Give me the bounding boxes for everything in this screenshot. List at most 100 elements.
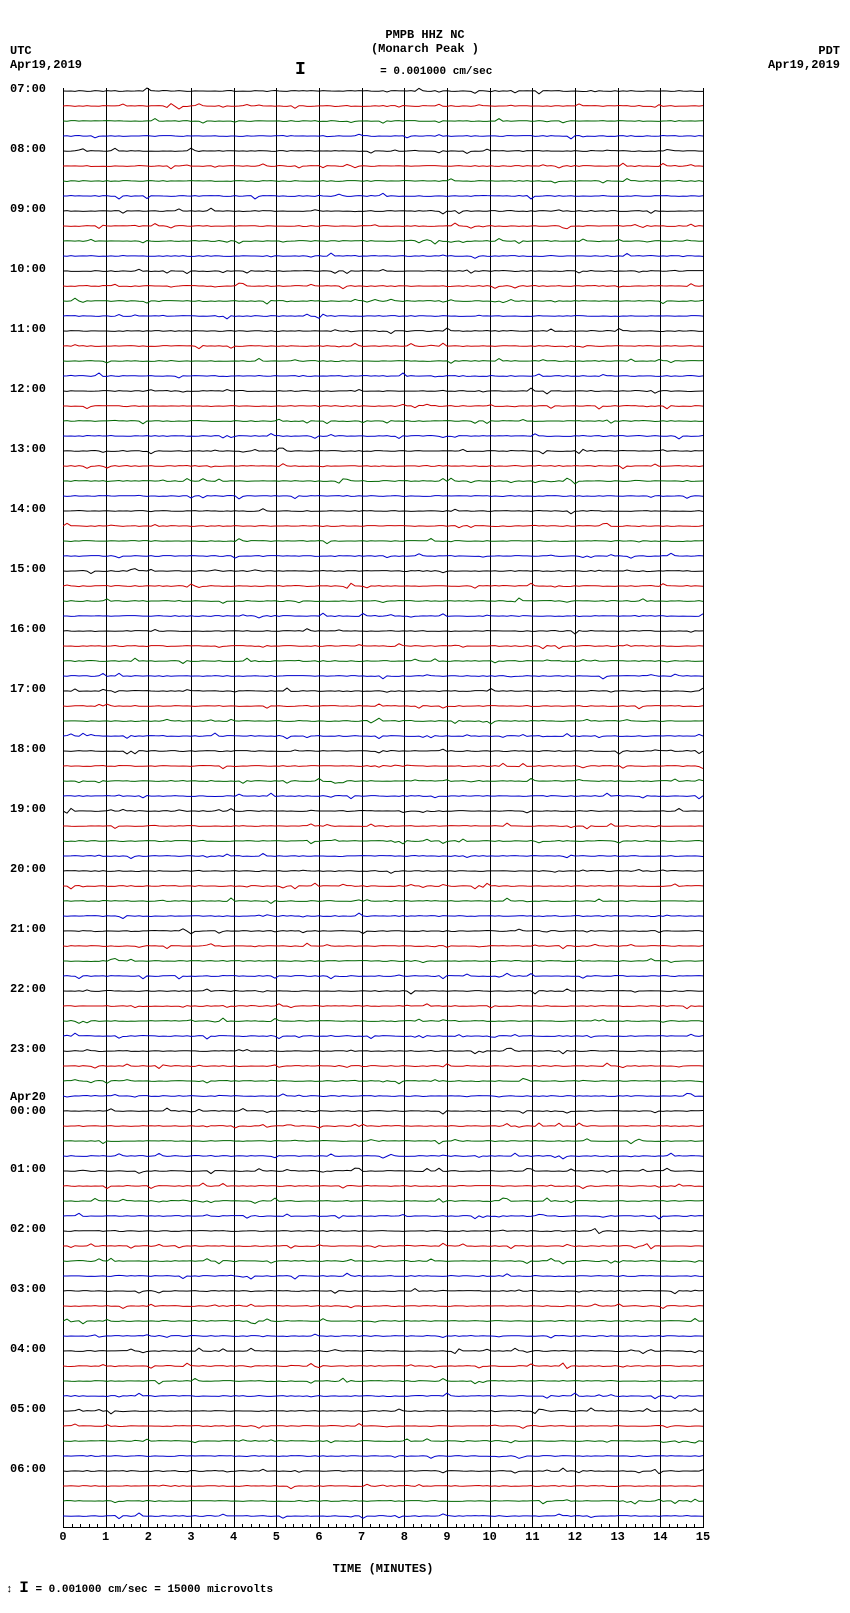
x-tick-label: 13: [610, 1530, 624, 1544]
trace-row: [63, 1017, 703, 1025]
pdt-time-label: 21:15: [748, 1342, 850, 1356]
utc-time-label: 21:00: [10, 922, 46, 936]
trace-row: [63, 132, 703, 140]
x-tick-minor: [72, 1524, 73, 1528]
pdt-time-label: 23:15: [748, 1462, 850, 1476]
grid-line-vertical: [703, 88, 704, 1528]
right-date: Apr19,2019: [768, 58, 840, 72]
trace-row: [63, 747, 703, 755]
seismogram-container: PMPB HHZ NC (Monarch Peak ) I = 0.001000…: [0, 0, 850, 1613]
utc-time-label: 22:00: [10, 982, 46, 996]
pdt-time-label: 19:15: [748, 1222, 850, 1236]
trace-row: [63, 417, 703, 425]
x-tick-minor: [558, 1524, 559, 1528]
trace-row: [63, 1467, 703, 1475]
x-tick-minor: [626, 1524, 627, 1528]
trace-row: [63, 1257, 703, 1265]
x-tick-minor: [80, 1524, 81, 1528]
pdt-time-label: 09:15: [748, 622, 850, 636]
right-timezone: PDT: [818, 44, 840, 58]
trace-row: [63, 1497, 703, 1505]
trace-row: [63, 1287, 703, 1295]
pdt-time-label: 05:15: [748, 382, 850, 396]
x-axis-title: TIME (MINUTES): [333, 1562, 434, 1576]
trace-row: [63, 342, 703, 350]
utc-time-label: 17:00: [10, 682, 46, 696]
x-tick-minor: [114, 1524, 115, 1528]
utc-time-label: 08:00: [10, 142, 46, 156]
utc-time-label: 07:00: [10, 82, 46, 96]
utc-time-label: 01:00: [10, 1162, 46, 1176]
trace-row: [63, 807, 703, 815]
x-tick-minor: [507, 1524, 508, 1528]
x-tick-label: 1: [102, 1530, 109, 1544]
trace-row: [63, 1302, 703, 1310]
trace-row: [63, 852, 703, 860]
trace-row: [63, 567, 703, 575]
trace-row: [63, 1032, 703, 1040]
seismogram-plot: 0123456789101112131415 TIME (MINUTES) 07…: [63, 88, 703, 1528]
x-tick-minor: [302, 1524, 303, 1528]
x-tick-minor: [89, 1524, 90, 1528]
trace-row: [63, 882, 703, 890]
trace-row: [63, 942, 703, 950]
pdt-time-label: 00:15: [748, 82, 850, 96]
utc-time-label: 11:00: [10, 322, 46, 336]
trace-row: [63, 612, 703, 620]
left-date: Apr19,2019: [10, 58, 82, 72]
trace-row: [63, 537, 703, 545]
x-tick-minor: [328, 1524, 329, 1528]
x-tick-label: 2: [145, 1530, 152, 1544]
scale-bar-icon: I: [295, 60, 306, 80]
x-tick-minor: [123, 1524, 124, 1528]
utc-time-label: 03:00: [10, 1282, 46, 1296]
utc-time-label: 20:00: [10, 862, 46, 876]
x-tick-label: 9: [443, 1530, 450, 1544]
trace-row: [63, 1407, 703, 1415]
trace-row: [63, 432, 703, 440]
trace-row: [63, 492, 703, 500]
trace-row: [63, 267, 703, 275]
x-tick-minor: [498, 1524, 499, 1528]
x-tick-minor: [387, 1524, 388, 1528]
x-tick-minor: [694, 1524, 695, 1528]
x-tick-label: 5: [273, 1530, 280, 1544]
x-tick-minor: [379, 1524, 380, 1528]
x-tick-minor: [293, 1524, 294, 1528]
trace-row: [63, 717, 703, 725]
trace-row: [63, 1437, 703, 1445]
pdt-time-label: 12:15: [748, 802, 850, 816]
station-title: PMPB HHZ NC: [0, 28, 850, 42]
x-axis: 0123456789101112131415: [63, 1528, 703, 1558]
x-axis-line: [63, 1527, 703, 1528]
trace-row: [63, 222, 703, 230]
x-tick-minor: [438, 1524, 439, 1528]
trace-row: [63, 1077, 703, 1085]
x-tick-minor: [601, 1524, 602, 1528]
trace-row: [63, 822, 703, 830]
trace-row: [63, 1332, 703, 1340]
trace-row: [63, 297, 703, 305]
pdt-time-label: 02:15: [748, 202, 850, 216]
utc-time-label: 16:00: [10, 622, 46, 636]
pdt-time-label: 20:15: [748, 1282, 850, 1296]
trace-row: [63, 1512, 703, 1520]
trace-row: [63, 1197, 703, 1205]
utc-time-label: 15:00: [10, 562, 46, 576]
utc-time-label: 05:00: [10, 1402, 46, 1416]
trace-row: [63, 1152, 703, 1160]
x-tick-minor: [592, 1524, 593, 1528]
trace-row: [63, 252, 703, 260]
trace-row: [63, 702, 703, 710]
trace-row: [63, 507, 703, 515]
trace-row: [63, 987, 703, 995]
trace-row: [63, 1167, 703, 1175]
trace-row: [63, 147, 703, 155]
trace-row: [63, 957, 703, 965]
trace-row: [63, 1122, 703, 1130]
x-tick-minor: [370, 1524, 371, 1528]
trace-row: [63, 237, 703, 245]
trace-row: [63, 357, 703, 365]
pdt-time-label: 14:15: [748, 922, 850, 936]
trace-row: [63, 732, 703, 740]
